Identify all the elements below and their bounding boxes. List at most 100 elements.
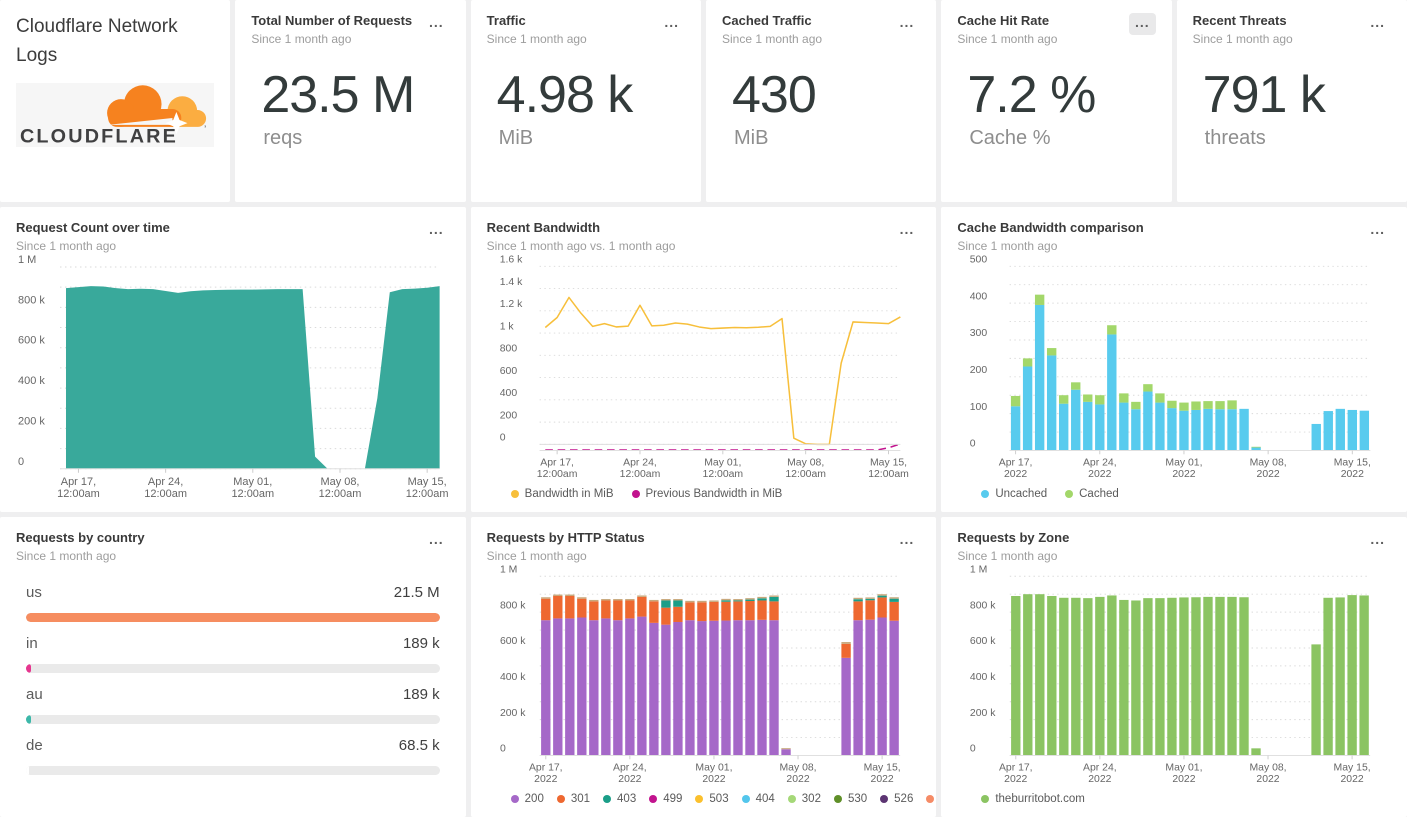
svg-text:May 15,: May 15, [863,763,900,774]
svg-text:Apr 17,: Apr 17, [540,458,574,469]
legend-label: Uncached [995,488,1048,500]
panel-subtitle: Since 1 month ago [251,32,352,47]
cloudflare-logo: CLOUDFLARE ’ [16,83,215,147]
svg-text:12:00am: 12:00am [319,488,362,500]
legend-item[interactable]: theburritobot.com [981,793,1085,805]
svg-text:1.2 k: 1.2 k [499,299,522,310]
svg-text:0: 0 [970,439,976,450]
country-bar-track [26,613,440,623]
kpi-card-cached-traffic: Cached Traffic Since 1 month ago ... 430… [705,0,937,202]
country-bar [26,613,440,623]
legend-label: 526 [894,793,914,805]
legend-dot-icon [880,795,889,803]
svg-text:200: 200 [970,365,988,376]
legend-item[interactable]: 302 [787,793,821,805]
legend-dot-icon [649,795,658,803]
panel-menu-button[interactable]: ... [899,221,915,237]
panel-subtitle: Since 1 month ago [486,549,587,564]
legend-item[interactable]: 200 [510,793,544,805]
legend-dot-icon [833,795,842,803]
panel-menu-button[interactable]: ... [899,14,915,30]
country-row: de 68.5 k [26,737,440,776]
svg-text:800 k: 800 k [500,601,526,612]
svg-text:Apr 24,: Apr 24, [148,476,183,488]
kpi-card-traffic: Traffic Since 1 month ago ... 4.98 k MiB [470,0,701,202]
svg-text:Apr 17,: Apr 17, [529,763,563,774]
legend-item[interactable]: 526 [880,793,913,805]
panel-menu-button[interactable]: ... [899,531,915,547]
svg-text:1.6 k: 1.6 k [499,255,522,266]
panel-menu-button[interactable]: ... [1128,13,1156,35]
legend-label: 403 [617,793,637,805]
svg-text:May 08,: May 08, [1250,763,1287,774]
panel-subtitle: Since 1 month ago [16,549,117,564]
svg-text:2022: 2022 [618,774,641,785]
svg-text:Apr 17,: Apr 17, [61,476,96,488]
kpi-value: 7.2 % [967,66,1096,125]
svg-text:Apr 24,: Apr 24, [613,763,647,774]
panel-menu-button[interactable]: ... [428,531,444,547]
panel-title: Cache Bandwidth comparison [957,220,1144,235]
panel-menu-button[interactable]: ... [1370,221,1385,237]
legend-label: 503 [709,793,729,805]
dashboard-title: Cloudflare Network Logs [16,16,178,66]
country-bar-track [26,766,440,776]
legend-item[interactable]: 499 [649,793,682,805]
legend-dot-icon [510,490,519,498]
legend-item[interactable]: 404 [741,793,775,805]
svg-text:100: 100 [970,402,988,413]
legend-item[interactable]: Cached [1065,488,1119,500]
panel-cache-bandwidth: Cache Bandwidth comparison Since 1 month… [941,207,1407,512]
legend-item[interactable]: 524 [926,793,936,805]
svg-text:2022: 2022 [1341,469,1364,480]
legend-label: Bandwidth in MiB [524,488,614,500]
svg-text:12:00am: 12:00am [785,469,826,480]
legend-label: Previous Bandwidth in MiB [645,488,783,500]
country-bar-track [26,664,440,674]
country-row: au 189 k [26,686,440,725]
country-value: 189 k [402,635,440,653]
kpi-value: 430 [731,66,817,125]
kpi-unit: reqs [263,126,303,149]
legend-item[interactable]: 301 [556,793,590,805]
svg-text:2022: 2022 [1089,774,1112,785]
legend-item[interactable]: Uncached [981,488,1047,500]
country-code: au [26,686,43,704]
panel-subtitle: Since 1 month ago [486,32,587,47]
svg-text:Apr 17,: Apr 17, [999,458,1033,469]
logo-card: Cloudflare Network Logs CLOUDFLARE ’ [0,0,231,202]
panel-title: Traffic [486,13,526,28]
legend-item[interactable]: Previous Bandwidth in MiB [631,488,783,500]
svg-text:400: 400 [499,388,517,399]
legend-item[interactable]: 530 [833,793,867,805]
panel-menu-button[interactable]: ... [1370,14,1385,30]
panel-menu-button[interactable]: ... [428,221,444,237]
svg-text:200 k: 200 k [18,416,45,428]
panel-menu-button[interactable]: ... [664,14,679,30]
panel-menu-button[interactable]: ... [1370,531,1385,547]
panel-http-status: Requests by HTTP Status Since 1 month ag… [470,517,937,817]
panel-requests-by-country: Requests by country Since 1 month ago ..… [0,517,466,817]
legend-dot-icon [981,795,990,803]
legend-item[interactable]: Bandwidth in MiB [510,488,614,500]
svg-text:May 08,: May 08, [787,458,824,469]
svg-text:Apr 24,: Apr 24, [623,458,657,469]
country-bar [26,664,31,674]
svg-text:12:00am: 12:00am [144,488,187,500]
legend-item[interactable]: 403 [603,793,636,805]
svg-text:May 01,: May 01, [233,476,272,488]
svg-text:0: 0 [970,744,976,755]
panel-subtitle: Since 1 month ago [721,32,823,47]
panel-subtitle: Since 1 month ago vs. 1 month ago [486,239,676,254]
svg-text:2022: 2022 [1257,469,1280,480]
legend-item[interactable]: 503 [695,793,729,805]
svg-text:May 15,: May 15, [1334,458,1371,469]
panel-menu-button[interactable]: ... [428,14,444,30]
svg-text:200 k: 200 k [500,708,526,719]
panel-subtitle: Since 1 month ago [1192,32,1293,47]
country-row: us 21.5 M [26,584,440,623]
svg-text:1 M: 1 M [500,565,517,576]
